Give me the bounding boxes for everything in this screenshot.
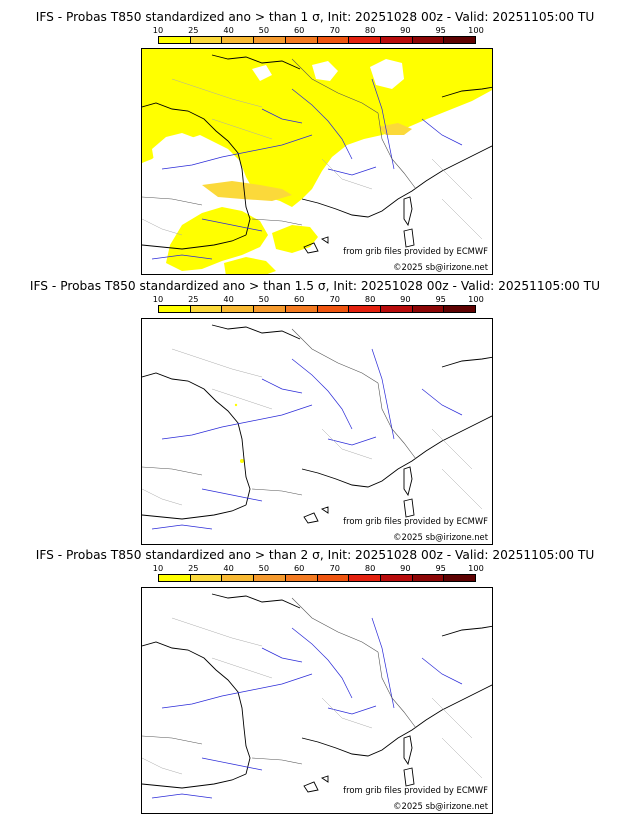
regional-boundaries — [142, 78, 483, 240]
legend-tick: 70 — [329, 563, 341, 573]
legend-tick: 50 — [258, 294, 270, 304]
regional-boundaries — [142, 348, 483, 510]
legend-color-bar — [158, 36, 476, 44]
legend-color-swatch — [317, 306, 350, 312]
map-svg — [142, 49, 492, 274]
legend-color-bar — [158, 574, 476, 582]
copyright: ©2025 sb@irizone.net — [393, 801, 488, 811]
copyright: ©2025 sb@irizone.net — [393, 262, 488, 272]
source-note: from grib files provided by ECMWF — [343, 246, 488, 256]
panel-title: IFS - Probas T850 standardized ano > tha… — [35, 548, 595, 562]
legend-color-swatch — [190, 37, 223, 43]
source-note: from grib files provided by ECMWF — [343, 785, 488, 795]
legend-color-swatch — [285, 306, 318, 312]
legend-tick: 95 — [435, 563, 446, 573]
legend-color-swatch — [444, 575, 476, 581]
probability-map: from grib files provided by ECMWF ©2025 … — [141, 587, 493, 814]
legend-color-swatch — [254, 37, 286, 43]
probability-map: from grib files provided by ECMWF ©2025 … — [141, 318, 493, 545]
legend-color-swatch — [222, 575, 255, 581]
legend-tick: 70 — [329, 294, 341, 304]
legend-tick: 95 — [435, 294, 446, 304]
map-svg — [142, 593, 492, 799]
legend-color-swatch — [444, 37, 476, 43]
legend-tick: 60 — [293, 294, 305, 304]
probability-area-yellow — [234, 403, 244, 463]
legend-tick: 25 — [188, 25, 199, 35]
legend-color-swatch — [349, 575, 381, 581]
legend-tick-labels: 10 25 40 50 60 70 80 90 95 100 — [153, 294, 484, 304]
legend-tick: 25 — [188, 294, 199, 304]
borders — [142, 597, 417, 765]
rivers — [151, 78, 463, 260]
legend-color-swatch — [380, 575, 413, 581]
legend-tick: 100 — [468, 563, 484, 573]
legend-tick: 40 — [223, 25, 234, 35]
legend-tick: 95 — [435, 25, 446, 35]
coastline — [142, 324, 492, 520]
legend-color-swatch — [222, 37, 255, 43]
legend-tick-labels: 10 25 40 50 60 70 80 90 95 100 — [153, 563, 484, 573]
legend-tick: 40 — [223, 294, 234, 304]
legend-color-swatch — [159, 37, 191, 43]
legend-tick: 80 — [364, 294, 376, 304]
legend-tick: 100 — [468, 25, 484, 35]
legend-color-swatch — [159, 575, 191, 581]
islands — [303, 466, 415, 524]
legend-color-bar — [158, 305, 476, 313]
rivers — [151, 617, 463, 799]
legend-color-swatch — [254, 306, 286, 312]
panel-title: IFS - Probas T850 standardized ano > tha… — [35, 10, 595, 24]
legend-color-swatch — [285, 575, 318, 581]
legend-color-swatch — [349, 306, 381, 312]
legend-tick: 90 — [400, 563, 411, 573]
legend-tick: 50 — [258, 563, 270, 573]
legend-color-swatch — [380, 306, 413, 312]
legend-color-swatch — [285, 37, 318, 43]
legend-color-swatch — [444, 306, 476, 312]
legend-tick: 60 — [293, 563, 305, 573]
legend-tick: 40 — [223, 563, 234, 573]
legend-color-swatch — [412, 306, 445, 312]
legend-color-swatch — [412, 37, 445, 43]
copyright: ©2025 sb@irizone.net — [393, 532, 488, 542]
legend-tick: 80 — [364, 563, 376, 573]
probability-area-yellow — [142, 49, 492, 274]
borders — [142, 58, 417, 226]
legend-tick: 90 — [400, 25, 411, 35]
legend-color-swatch — [190, 575, 223, 581]
legend-color-swatch — [380, 37, 413, 43]
legend-tick: 10 — [152, 294, 164, 304]
coastline — [142, 54, 492, 250]
coastline — [142, 593, 492, 789]
panel-title: IFS - Probas T850 standardized ano > tha… — [29, 279, 601, 293]
borders — [142, 328, 417, 496]
regional-boundaries — [142, 617, 483, 779]
legend-color-swatch — [412, 575, 445, 581]
legend-color-swatch — [190, 306, 223, 312]
islands — [303, 196, 415, 254]
legend-color-swatch — [222, 306, 255, 312]
legend-color-swatch — [349, 37, 381, 43]
legend-tick: 100 — [468, 294, 484, 304]
rivers — [151, 348, 463, 530]
source-note: from grib files provided by ECMWF — [343, 516, 488, 526]
legend-tick-labels: 10 25 40 50 60 70 80 90 95 100 — [153, 25, 484, 35]
islands — [303, 735, 415, 793]
legend-color-swatch — [254, 575, 286, 581]
legend-color-swatch — [317, 37, 350, 43]
map-svg — [142, 324, 492, 530]
legend-tick: 10 — [152, 25, 164, 35]
legend-tick: 80 — [364, 25, 376, 35]
probability-map: from grib files provided by ECMWF ©2025 … — [141, 48, 493, 275]
legend-tick: 50 — [258, 25, 270, 35]
legend-tick: 10 — [152, 563, 164, 573]
legend-color-swatch — [159, 306, 191, 312]
legend-tick: 70 — [329, 25, 341, 35]
legend-color-swatch — [317, 575, 350, 581]
legend-tick: 25 — [188, 563, 199, 573]
legend-tick: 90 — [400, 294, 411, 304]
legend-tick: 60 — [293, 25, 305, 35]
